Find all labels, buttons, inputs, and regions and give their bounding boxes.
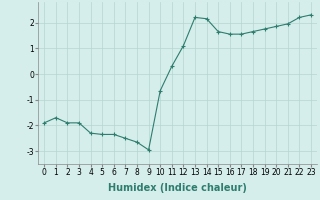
X-axis label: Humidex (Indice chaleur): Humidex (Indice chaleur) — [108, 183, 247, 193]
